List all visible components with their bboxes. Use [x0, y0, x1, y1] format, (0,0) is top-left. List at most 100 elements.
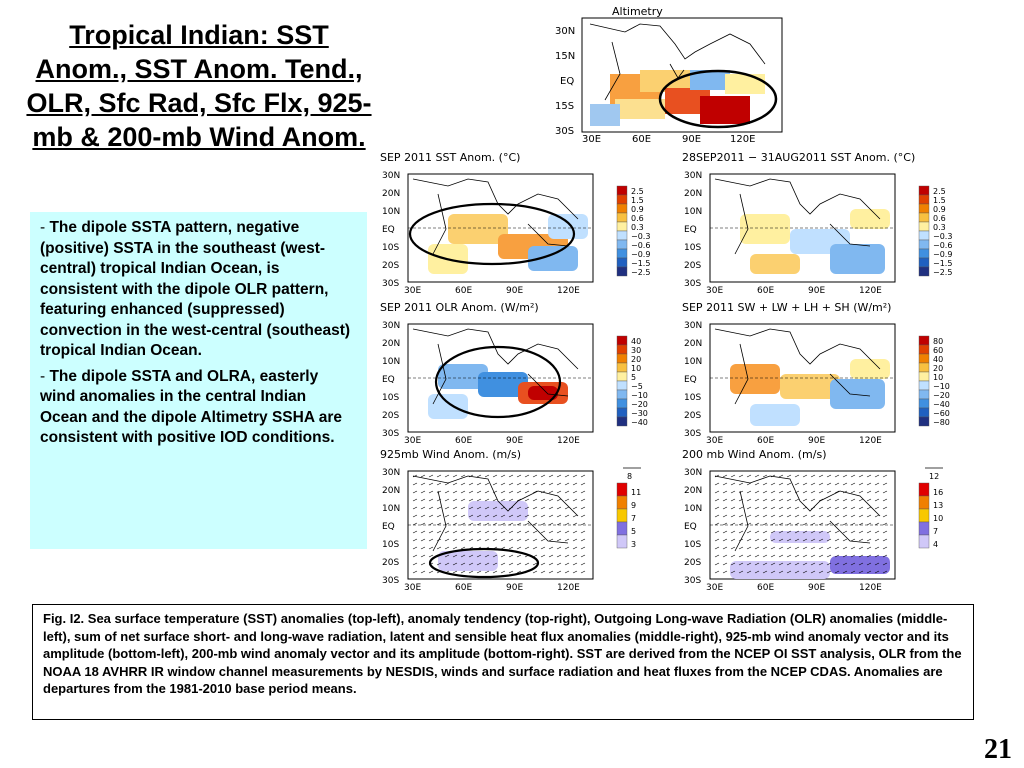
wind-vector — [548, 562, 554, 566]
lat-tick: 20S — [684, 411, 701, 421]
wind-vector — [858, 554, 864, 558]
wind-vector — [802, 530, 808, 534]
legend-swatch — [918, 380, 930, 391]
wind-vector — [754, 530, 760, 534]
map-panel-2: 28SEP2011 − 31AUG2011 SST Anom. (°C) 30N 2… — [682, 151, 952, 296]
lat-tick: 10N — [684, 357, 702, 367]
legend-swatch — [616, 407, 628, 418]
coastline — [412, 475, 579, 552]
wind-vector — [452, 474, 458, 478]
wind-vector — [802, 474, 808, 478]
wind-vector — [754, 514, 760, 518]
lon-tick: 120E — [859, 286, 882, 296]
wind-vector — [572, 482, 578, 486]
wind-vector — [730, 570, 736, 574]
lon-tick: 120E — [557, 583, 580, 593]
page-title: Tropical Indian: SST Anom., SST Anom. Te… — [26, 20, 372, 152]
legend-swatch — [616, 508, 628, 523]
wind-vector — [850, 490, 856, 494]
wind-vector — [842, 554, 848, 558]
wind-vector — [826, 514, 832, 518]
wind-vector — [714, 570, 720, 574]
wind-vector — [516, 570, 522, 574]
wind-vector — [532, 506, 538, 510]
legend-label: 1.5 — [933, 196, 946, 205]
legend-label: 10 — [631, 364, 641, 373]
alt-lon-0: 30E — [582, 134, 601, 144]
wind-vector — [436, 522, 442, 526]
wind-vector — [436, 562, 442, 566]
wind-vector — [866, 570, 872, 574]
wind-vector — [468, 514, 474, 518]
wind-vector — [564, 570, 570, 574]
wind-vector — [762, 538, 768, 542]
wind-vector — [436, 546, 442, 550]
wind-vector — [500, 570, 506, 574]
wind-vector — [540, 482, 546, 486]
wind-vector — [722, 538, 728, 542]
lon-tick: 60E — [455, 583, 472, 593]
legend-swatch — [918, 362, 930, 373]
legend-label: 0.6 — [631, 214, 644, 223]
wind-vector — [738, 474, 744, 478]
legend-swatch — [616, 398, 628, 409]
wind-vector — [460, 482, 466, 486]
wind-vector — [476, 514, 482, 518]
wind-vector — [516, 474, 522, 478]
wind-vector — [468, 490, 474, 494]
wind-vector — [540, 546, 546, 550]
figure-caption: Fig. I2. Sea surface temperature (SST) a… — [32, 604, 974, 720]
coastline — [714, 178, 881, 255]
wind-vector — [508, 514, 514, 518]
field-blob — [428, 394, 468, 419]
legend-label: 20 — [631, 355, 641, 364]
bullet-1: - The dipole SSTA pattern, negative (pos… — [40, 219, 351, 359]
wind-vector — [874, 570, 880, 574]
wind-vector — [874, 538, 880, 542]
wind-vector — [556, 522, 562, 526]
wind-vector — [874, 554, 880, 558]
legend-label: 1.5 — [631, 196, 644, 205]
legend-label: 0.3 — [631, 223, 644, 232]
bullet-1-text: The dipole SSTA pattern, negative (posit… — [40, 219, 351, 359]
legend-label: 3 — [631, 540, 636, 549]
field-blob — [528, 386, 558, 400]
wind-vector — [746, 546, 752, 550]
wind-vector — [882, 554, 888, 558]
wind-vector — [508, 546, 514, 550]
wind-vector — [762, 498, 768, 502]
wind-vector — [746, 490, 752, 494]
wind-vector — [762, 514, 768, 518]
wind-vector — [580, 554, 586, 558]
wind-vector — [850, 522, 856, 526]
wind-vector — [460, 546, 466, 550]
lat-tick: EQ — [382, 522, 395, 532]
wind-vector — [524, 506, 530, 510]
wind-vector — [746, 474, 752, 478]
wind-vector — [786, 482, 792, 486]
wind-vector — [412, 490, 418, 494]
wind-vector — [548, 538, 554, 542]
wind-vector — [412, 506, 418, 510]
wind-vector — [516, 522, 522, 526]
wind-vector — [476, 562, 482, 566]
wind-vector — [452, 506, 458, 510]
wind-vector — [420, 570, 426, 574]
legend-label: 30 — [631, 346, 641, 355]
wind-vector — [850, 482, 856, 486]
wind-vector — [556, 506, 562, 510]
wind-vector — [412, 482, 418, 486]
wind-vector — [532, 514, 538, 518]
wind-vector — [770, 562, 776, 566]
field-blob — [730, 364, 780, 394]
alt-lat-4: 30S — [555, 126, 574, 137]
wind-vector — [460, 474, 466, 478]
wind-vector — [420, 474, 426, 478]
wind-vector — [428, 554, 434, 558]
wind-vector — [492, 490, 498, 494]
wind-vector — [738, 554, 744, 558]
wind-vector — [714, 498, 720, 502]
wind-vector — [858, 570, 864, 574]
lat-tick: 20N — [684, 486, 702, 496]
wind-vector — [874, 546, 880, 550]
